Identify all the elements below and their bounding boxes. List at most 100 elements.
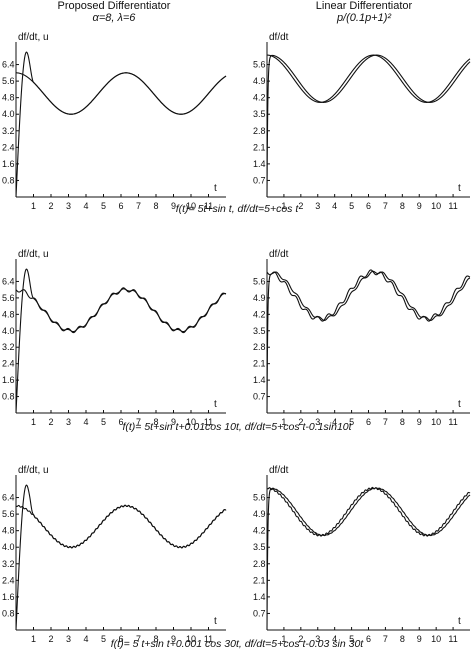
caption-row-2: f(t)= 5t+sin t+0.01cos 10t, df/dt=5+cos … <box>122 421 352 433</box>
y-axis-label: df/dt, u <box>18 249 49 260</box>
caption-row-1: f(t)= 5t+sin t, df/dt=5+cos t <box>175 203 299 215</box>
y-axis-label: df/dt <box>269 32 289 43</box>
y-tick-label: 4.9 <box>253 76 266 86</box>
x-tick-label: 7 <box>383 634 388 644</box>
x-tick-label: 6 <box>118 417 123 427</box>
x-tick-label: 8 <box>400 634 405 644</box>
series-differentiator-output-line <box>15 51 227 198</box>
x-tick-label: 2 <box>298 634 303 644</box>
x-tick-label: 4 <box>83 634 88 644</box>
x-tick-label: 7 <box>136 634 141 644</box>
x-axis-label: t <box>458 616 461 627</box>
chart-panel-row1-left: df/dt, u 6.4 5.6 4.8 4.0 3.2 2.4 1.6 0.8 1 2 3 4 5 6 7 8… <box>2 32 227 211</box>
x-tick-label: 1 <box>31 201 36 211</box>
x-tick-label: 4 <box>332 201 337 211</box>
x-tick-label: 3 <box>66 634 71 644</box>
y-tick-label: 2.8 <box>253 342 266 352</box>
y-tick-label: 2.4 <box>2 575 15 585</box>
y-tick-label: 4.9 <box>253 293 266 303</box>
x-tick-label: 10 <box>186 201 196 211</box>
series-differentiator-output-line <box>15 268 227 414</box>
x-tick-label: 8 <box>400 201 405 211</box>
x-tick-label: 5 <box>349 417 354 427</box>
y-tick-label: 2.8 <box>253 126 266 136</box>
y-tick-label: 2.1 <box>253 575 266 585</box>
y-tick-label: 4.8 <box>2 526 15 536</box>
y-tick-label: 0.8 <box>2 392 15 402</box>
x-axis-label: t <box>458 399 461 410</box>
chart-panel-row3-right: df/dt 5.6 4.9 4.2 3.5 2.8 2.1 1.4 0.7 1 2 3 4 5 6 7 8 9 10… <box>253 465 471 644</box>
x-tick-label: 1 <box>281 417 286 427</box>
y-tick-label: 4.2 <box>253 526 266 536</box>
x-tick-label: 9 <box>171 201 176 211</box>
x-tick-label: 2 <box>48 201 53 211</box>
y-tick-label: 1.4 <box>253 592 266 602</box>
x-tick-label: 2 <box>48 417 53 427</box>
x-tick-label: 6 <box>366 417 371 427</box>
y-tick-label: 2.1 <box>253 359 266 369</box>
y-axis-label: df/dt <box>269 249 289 260</box>
x-tick-label: 5 <box>349 634 354 644</box>
y-tick-label: 1.6 <box>2 375 15 385</box>
x-tick-label: 3 <box>315 634 320 644</box>
chart-panel-row1-right: df/dt 5.6 4.9 4.2 3.5 2.8 2.1 1.4 0.7 1 2 3 4 5 6 7 8 9 10… <box>253 32 471 211</box>
y-tick-label: 2.1 <box>253 142 266 152</box>
x-tick-label: 3 <box>66 417 71 427</box>
y-tick-label: 3.5 <box>253 326 266 336</box>
x-tick-label: 10 <box>186 634 196 644</box>
x-tick-label: 6 <box>366 634 371 644</box>
y-tick-label: 3.2 <box>2 126 15 136</box>
x-tick-label: 6 <box>118 634 123 644</box>
x-tick-label: 11 <box>204 201 213 211</box>
x-tick-label: 8 <box>400 417 405 427</box>
y-tick-label: 6.4 <box>2 276 15 286</box>
y-tick-label: 4.9 <box>253 509 266 519</box>
x-tick-label: 3 <box>315 417 320 427</box>
y-tick-label: 0.7 <box>253 175 266 185</box>
chart-panel-row3-left: df/dt, u 6.4 5.6 4.8 4.0 3.2 2.4 1.6 0.8 1 2 3 4 5 6 7 8… <box>2 465 227 644</box>
left-column-params: α=8, λ=6 <box>92 12 136 24</box>
x-tick-label: 2 <box>48 634 53 644</box>
x-tick-label: 10 <box>431 634 441 644</box>
x-tick-label: 4 <box>332 417 337 427</box>
x-tick-label: 6 <box>118 201 123 211</box>
y-tick-label: 5.6 <box>253 60 266 70</box>
x-tick-label: 4 <box>83 201 88 211</box>
y-tick-label: 4.2 <box>253 309 266 319</box>
y-tick-label: 3.2 <box>2 342 15 352</box>
x-axis-label: t <box>214 183 217 194</box>
x-tick-label: 3 <box>66 201 71 211</box>
right-column-params: p/(0.1p+1)² <box>336 12 392 24</box>
y-tick-label: 5.6 <box>253 276 266 286</box>
y-tick-label: 4.0 <box>2 109 15 119</box>
x-tick-label: 2 <box>298 417 303 427</box>
x-tick-label: 5 <box>349 201 354 211</box>
x-tick-label: 2 <box>298 201 303 211</box>
x-tick-label: 5 <box>101 634 106 644</box>
x-tick-label: 11 <box>204 634 213 644</box>
x-tick-label: 8 <box>153 417 158 427</box>
x-tick-label: 4 <box>332 634 337 644</box>
y-tick-label: 6.4 <box>2 493 15 503</box>
x-tick-label: 4 <box>83 417 88 427</box>
y-tick-label: 2.4 <box>2 359 15 369</box>
x-axis-label: t <box>458 183 461 194</box>
x-tick-label: 10 <box>186 417 196 427</box>
y-tick-label: 3.2 <box>2 559 15 569</box>
chart-panel-row2-right: df/dt 5.6 4.9 4.2 3.5 2.8 2.1 1.4 0.7 1 2 3 4 5 6 7 8 9 10… <box>253 249 471 427</box>
y-tick-label: 2.8 <box>253 559 266 569</box>
y-tick-label: 1.4 <box>253 375 266 385</box>
left-column-title: Proposed Differentiator <box>57 0 171 12</box>
y-tick-label: 0.8 <box>2 608 15 618</box>
y-tick-label: 5.6 <box>2 76 15 86</box>
x-tick-label: 3 <box>315 201 320 211</box>
caption-row-3: f(t)= 5 t+sin t+0.001 cos 30t, df/dt=5+c… <box>110 638 364 650</box>
x-tick-label: 9 <box>417 201 422 211</box>
right-column-title: Linear Differentiator <box>315 0 413 12</box>
x-tick-label: 1 <box>281 201 286 211</box>
series-differentiator-output-line <box>15 484 227 631</box>
x-tick-label: 7 <box>383 417 388 427</box>
y-tick-label: 5.6 <box>253 493 266 503</box>
x-tick-label: 10 <box>431 201 441 211</box>
